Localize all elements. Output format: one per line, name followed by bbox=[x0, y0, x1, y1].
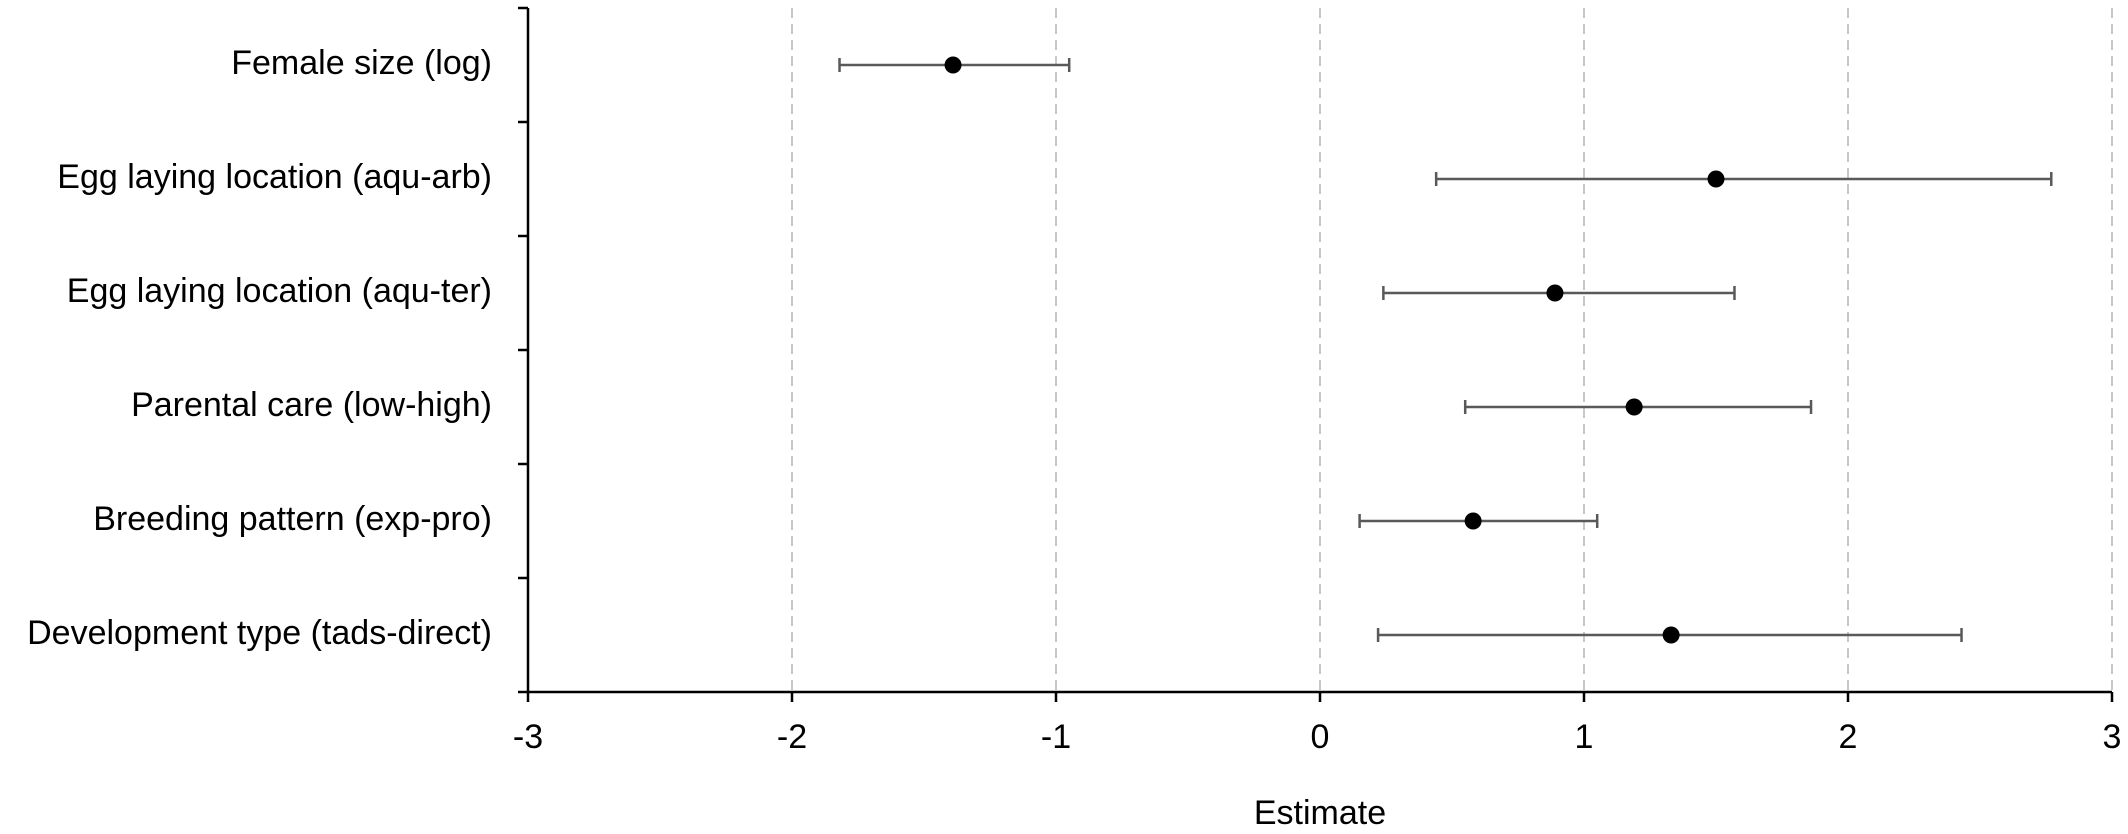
error-bars bbox=[838, 58, 2053, 642]
axis-ticks: -3 -2 -1 0 1 2 3 bbox=[513, 6, 2122, 756]
estimate-point bbox=[1546, 284, 1564, 302]
category-label: Development type (tads-direct) bbox=[27, 614, 492, 652]
x-tick-label: 3 bbox=[2103, 718, 2122, 756]
x-tick-label: 2 bbox=[1839, 718, 1858, 756]
category-label: Female size (log) bbox=[231, 44, 492, 82]
x-axis-title: Estimate bbox=[1254, 794, 1386, 832]
category-labels: Female size (log) Egg laying location (aq… bbox=[27, 44, 492, 652]
x-tick-label: -1 bbox=[1041, 718, 1071, 756]
x-tick-label: 1 bbox=[1575, 718, 1594, 756]
estimate-points bbox=[944, 56, 1725, 644]
estimate-point bbox=[944, 56, 962, 74]
estimate-point bbox=[1625, 398, 1643, 416]
x-tick-label: 0 bbox=[1311, 718, 1330, 756]
estimate-point bbox=[1464, 512, 1482, 530]
estimate-point bbox=[1707, 170, 1725, 188]
estimate-point bbox=[1662, 626, 1680, 644]
category-label: Parental care (low-high) bbox=[131, 386, 492, 424]
grid-lines bbox=[791, 8, 2113, 692]
x-tick-label: -3 bbox=[513, 718, 543, 756]
category-label: Egg laying location (aqu-ter) bbox=[67, 272, 492, 310]
category-label: Breeding pattern (exp-pro) bbox=[93, 500, 492, 538]
category-label: Egg laying location (aqu-arb) bbox=[57, 158, 492, 196]
x-tick-label: -2 bbox=[777, 718, 807, 756]
